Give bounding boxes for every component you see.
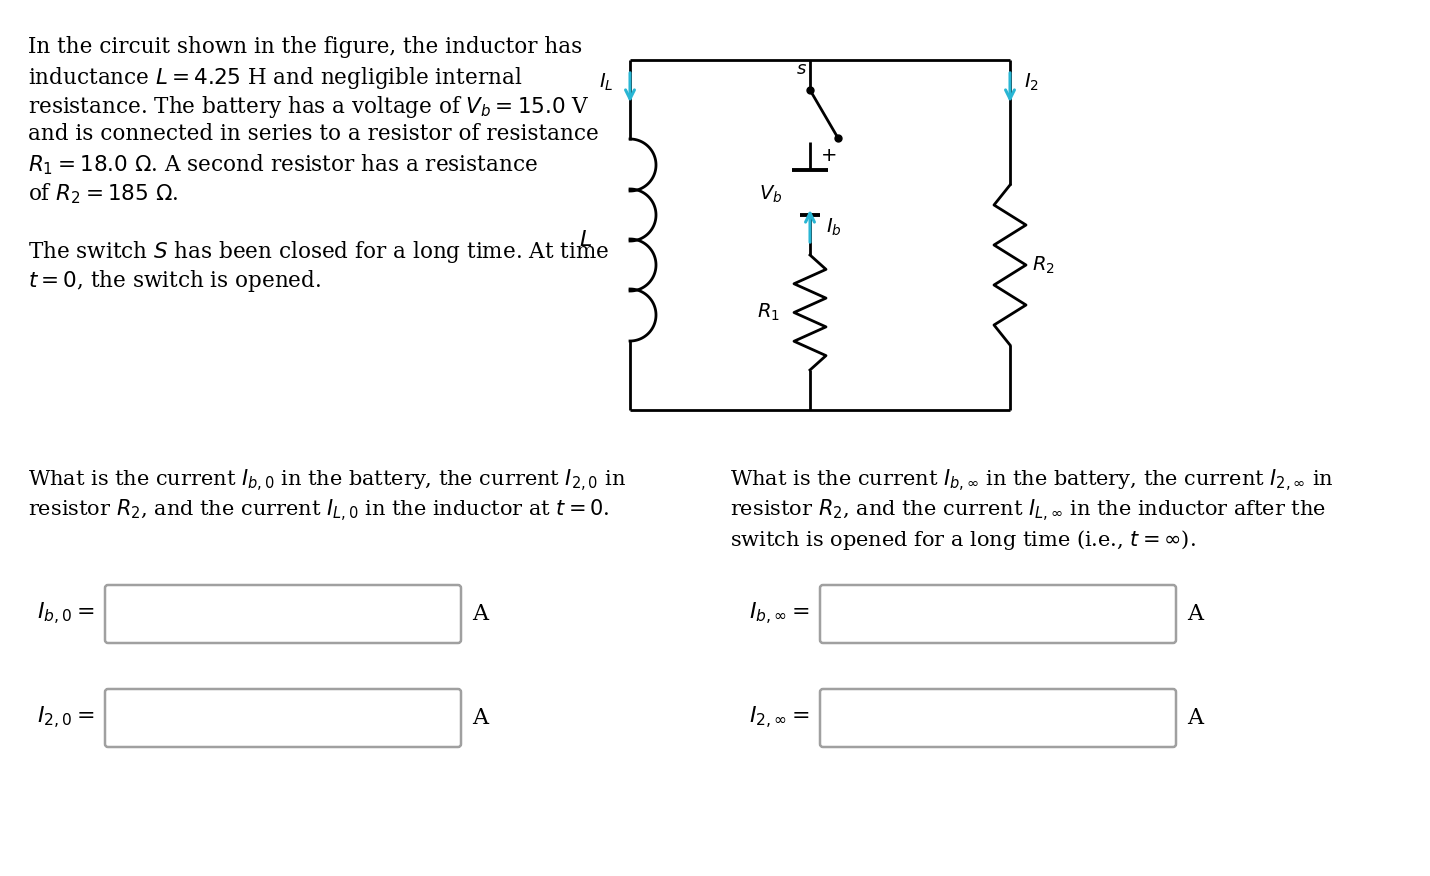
Text: $V_b$: $V_b$	[759, 184, 782, 205]
Text: A: A	[472, 707, 488, 729]
Text: What is the current $I_{b,0}$ in the battery, the current $I_{2,0}$ in: What is the current $I_{b,0}$ in the bat…	[29, 468, 626, 494]
Text: resistance. The battery has a voltage of $V_b = 15.0$ V: resistance. The battery has a voltage of…	[29, 94, 589, 120]
Text: $I_2$: $I_2$	[1024, 71, 1040, 93]
Text: of $R_2 = 185\ \Omega$.: of $R_2 = 185\ \Omega$.	[29, 181, 179, 206]
FancyBboxPatch shape	[819, 585, 1175, 643]
Text: A: A	[1187, 603, 1203, 625]
Text: A: A	[472, 603, 488, 625]
Text: A: A	[1187, 707, 1203, 729]
Text: $I_L$: $I_L$	[599, 71, 613, 93]
Text: resistor $R_2$, and the current $I_{L,\infty}$ in the inductor after the: resistor $R_2$, and the current $I_{L,\i…	[729, 498, 1326, 524]
Text: $s$: $s$	[797, 60, 808, 78]
Text: $R_2$: $R_2$	[1032, 254, 1055, 276]
Text: $I_b$: $I_b$	[827, 216, 842, 237]
Text: $I_{2,\infty} =$: $I_{2,\infty} =$	[749, 705, 809, 731]
Text: resistor $R_2$, and the current $I_{L,0}$ in the inductor at $t = 0$.: resistor $R_2$, and the current $I_{L,0}…	[29, 498, 609, 524]
Text: and is connected in series to a resistor of resistance: and is connected in series to a resistor…	[29, 123, 599, 145]
Text: $R_1$: $R_1$	[756, 302, 779, 323]
Text: $+$: $+$	[819, 147, 837, 165]
Text: $I_{b,\infty} =$: $I_{b,\infty} =$	[749, 601, 809, 627]
Text: The switch $S$ has been closed for a long time. At time: The switch $S$ has been closed for a lon…	[29, 239, 609, 265]
Text: inductance $L = 4.25$ H and negligible internal: inductance $L = 4.25$ H and negligible i…	[29, 65, 522, 91]
Text: What is the current $I_{b,\infty}$ in the battery, the current $I_{2,\infty}$ in: What is the current $I_{b,\infty}$ in th…	[729, 468, 1334, 494]
Text: $L$: $L$	[579, 229, 592, 251]
Text: switch is opened for a long time (i.e., $t = \infty$).: switch is opened for a long time (i.e., …	[729, 528, 1195, 552]
Text: $t = 0$, the switch is opened.: $t = 0$, the switch is opened.	[29, 268, 322, 294]
Text: In the circuit shown in the figure, the inductor has: In the circuit shown in the figure, the …	[29, 36, 582, 58]
Text: $I_{2,0} =$: $I_{2,0} =$	[37, 705, 94, 731]
Text: $R_1 = 18.0\ \Omega$. A second resistor has a resistance: $R_1 = 18.0\ \Omega$. A second resistor …	[29, 152, 538, 177]
Text: $I_{b,0} =$: $I_{b,0} =$	[37, 601, 94, 627]
FancyBboxPatch shape	[104, 689, 460, 747]
FancyBboxPatch shape	[819, 689, 1175, 747]
FancyBboxPatch shape	[104, 585, 460, 643]
